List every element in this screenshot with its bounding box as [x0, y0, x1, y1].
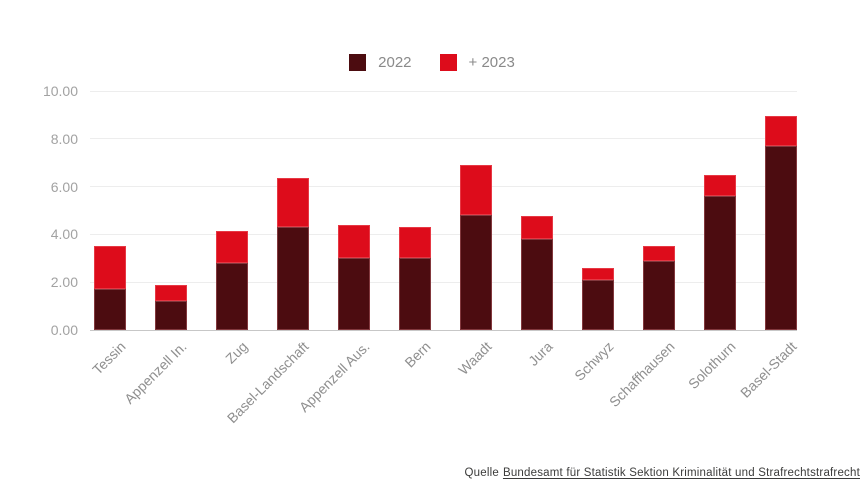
bar-zug[interactable]	[215, 230, 248, 330]
bar-segment-2023	[581, 267, 614, 280]
legend-label-2022: 2022	[378, 54, 412, 71]
bar-basel-stadt[interactable]	[764, 116, 797, 330]
x-tick-label: Schaffhausen	[605, 338, 678, 410]
bar-segment-2022	[581, 279, 614, 330]
source-prefix: Quelle	[464, 467, 499, 479]
legend-swatch-2022	[349, 54, 367, 71]
y-axis-labels: 10.00 8.00 6.00 4.00 2.00 0.00	[0, 84, 78, 337]
bar-segment-2023	[642, 246, 675, 261]
y-tick-label: 8.00	[50, 130, 78, 147]
bar-schaffhausen[interactable]	[642, 246, 675, 330]
bar-segment-2022	[398, 258, 431, 330]
bar-segment-2023	[337, 224, 370, 259]
y-tick-label: 2.00	[50, 274, 78, 291]
bar-segment-2022	[520, 239, 553, 330]
bar-segment-2023	[459, 165, 492, 216]
bar-appenzell-aus-[interactable]	[337, 224, 370, 330]
gridline	[90, 233, 797, 235]
gridline	[90, 281, 797, 283]
y-tick-label: 0.00	[50, 322, 78, 338]
bar-segment-2022	[764, 145, 797, 330]
x-tick-label: Appenzell In.	[120, 338, 190, 407]
y-tick-label: 10.00	[42, 83, 78, 99]
bar-waadt[interactable]	[459, 165, 492, 330]
bar-jura[interactable]	[520, 216, 553, 330]
bar-segment-2022	[154, 301, 187, 330]
bar-bern[interactable]	[398, 227, 431, 330]
bar-segment-2023	[703, 174, 736, 197]
bar-solothurn[interactable]	[703, 174, 736, 330]
x-tick-label: Basel-Stadt	[736, 338, 800, 401]
legend-item-2023[interactable]: + 2023	[439, 54, 515, 71]
x-tick-label: Basel-Landschaft	[223, 338, 312, 427]
x-tick-label: Tessin	[88, 338, 129, 378]
bar-segment-2023	[93, 246, 126, 290]
x-tick-label: Solothurn	[684, 338, 739, 392]
source-note: Quelle Bundesamt für Statistik Sektion Kr…	[465, 467, 860, 479]
bar-segment-2022	[459, 215, 492, 330]
x-axis-line	[90, 329, 797, 331]
bar-schwyz[interactable]	[581, 267, 614, 330]
bar-segment-2022	[703, 196, 736, 330]
source-link[interactable]: Bundesamt für Statistik Sektion Kriminal…	[502, 467, 860, 479]
x-axis-labels: Tessin Appenzell In. Zug Basel-Landschaft Ap…	[89, 330, 799, 450]
bar-tessin[interactable]	[93, 246, 126, 330]
bar-segment-2022	[93, 289, 126, 330]
legend-swatch-2023	[439, 54, 457, 71]
bar-basel-landschaft[interactable]	[276, 178, 309, 330]
bar-segment-2022	[215, 263, 248, 330]
x-tick-label: Jura	[524, 338, 556, 369]
x-tick-label: Waadt	[454, 338, 495, 378]
legend-label-2023: + 2023	[468, 54, 515, 71]
y-tick-label: 4.00	[50, 226, 78, 243]
bar-segment-2023	[764, 116, 797, 146]
bar-segment-2023	[154, 284, 187, 302]
x-tick-label: Schwyz	[570, 338, 617, 384]
legend-item-2022[interactable]: 2022	[349, 54, 412, 71]
bar-segment-2022	[642, 260, 675, 330]
bar-segment-2023	[520, 216, 553, 240]
x-tick-label: Appenzell Aus.	[295, 338, 373, 416]
bar-segment-2023	[398, 227, 431, 259]
x-tick-label: Bern	[400, 338, 434, 371]
gridline	[90, 90, 797, 92]
bar-segment-2023	[215, 230, 248, 264]
plot-area	[90, 90, 797, 331]
bar-appenzell-in-[interactable]	[154, 284, 187, 330]
x-tick-label: Zug	[221, 338, 251, 367]
bar-segment-2022	[337, 258, 370, 330]
bar-segment-2022	[276, 227, 309, 330]
y-tick-label: 6.00	[50, 178, 78, 195]
gridline	[90, 186, 797, 188]
chart-legend: 2022 + 2023	[0, 54, 864, 71]
gridline	[90, 138, 797, 140]
bar-segment-2023	[276, 178, 309, 228]
